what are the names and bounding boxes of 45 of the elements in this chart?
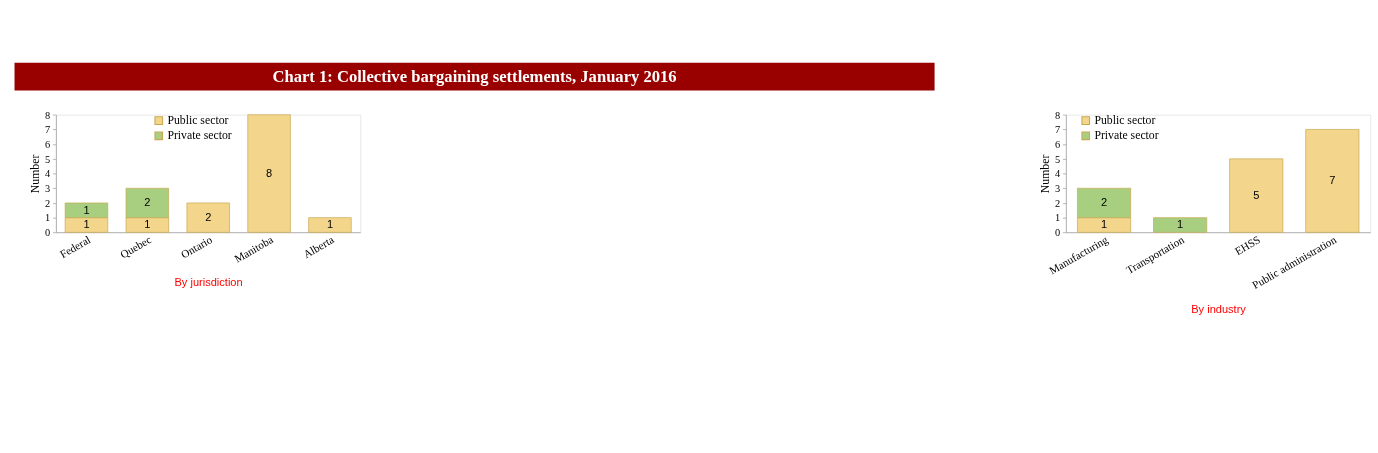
y-tick-label: 6 [1054,138,1061,150]
data-label: 1 [83,218,90,231]
y-tick-label: 8 [1054,109,1061,121]
bar [1229,158,1284,233]
y-tick-label: 1 [1054,212,1061,224]
data-label: 2 [1100,196,1108,209]
y-tick-label: 4 [1054,168,1061,180]
y-axis-title: Number [1039,154,1053,194]
y-tick-label: 0 [44,227,51,239]
legend-label: Private sector [1094,129,1159,143]
data-label: 2 [144,196,151,209]
y-tick-label: 5 [1054,153,1061,165]
y-tick-label: 3 [1054,183,1061,195]
data-label: 8 [266,167,273,180]
y-tick-label: 6 [44,138,51,150]
x-axis-title: By industry [1191,302,1247,315]
bar [247,114,291,233]
y-tick-label: 5 [44,153,51,165]
data-label: 1 [83,203,90,216]
y-tick-label: 7 [1054,124,1061,136]
bar [1305,129,1360,233]
data-label: 1 [144,218,151,231]
data-label: 7 [1329,174,1336,187]
y-tick-label: 7 [44,124,51,136]
legend-label: Public sector [167,114,229,128]
data-label: 1 [1100,218,1108,231]
x-axis-title: By jurisdiction [174,276,243,289]
bar [308,217,352,233]
y-tick-label: 2 [44,197,51,209]
y-tick-label: 4 [44,168,51,180]
data-label: 2 [205,211,212,224]
y-tick-label: 0 [1054,227,1061,239]
data-label: 5 [1253,189,1260,202]
bar [1153,217,1208,233]
text: Chart 1: Collective bargaining settlements, January 2016 [272,66,677,86]
y-tick-label: 2 [1054,197,1061,209]
data-label: 1 [326,218,334,231]
y-tick-label: 8 [44,109,51,121]
legend-label: Public sector [1094,114,1156,128]
legend-label: Private sector [167,129,232,143]
bar [186,202,230,233]
y-tick-label: 3 [44,183,51,195]
y-tick-label: 1 [44,212,51,224]
data-label: 1 [1177,218,1184,231]
y-axis-title: Number [29,154,43,194]
